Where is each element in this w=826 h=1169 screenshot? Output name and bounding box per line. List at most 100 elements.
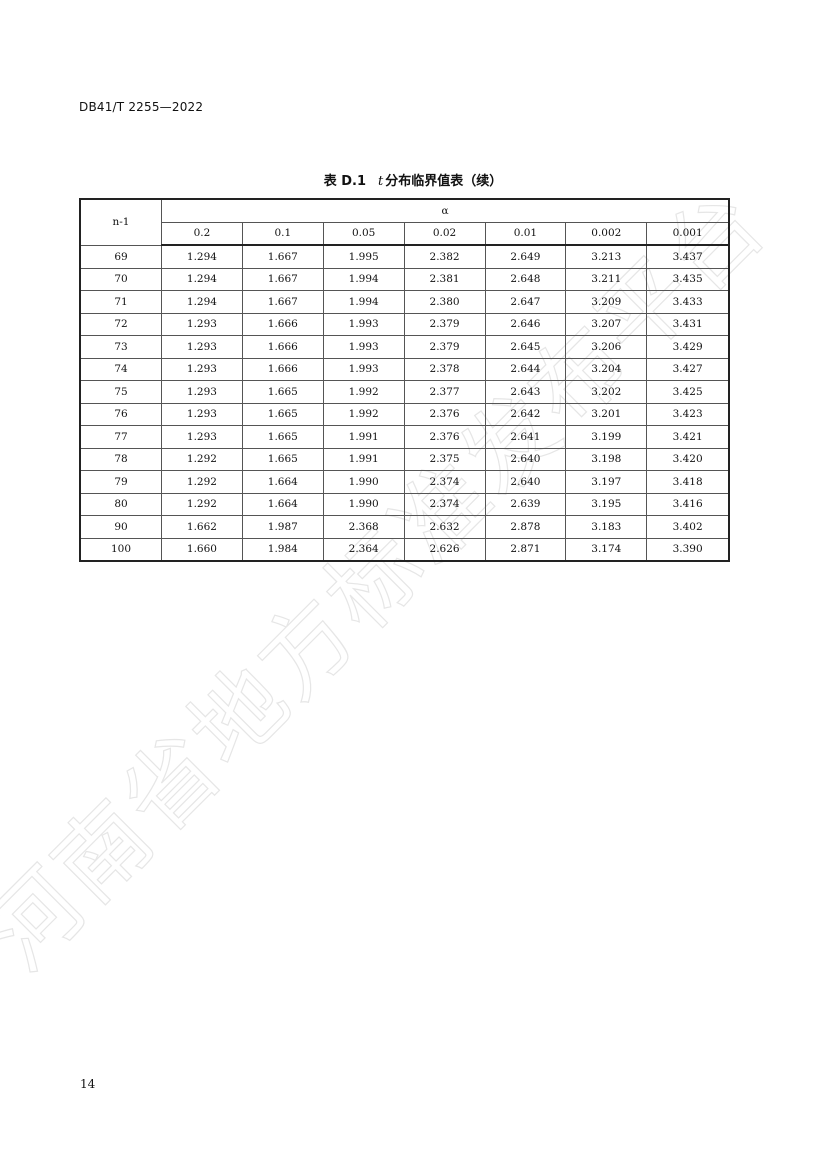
- table-cell: 1.990: [322, 470, 405, 494]
- table-row: 78 1.292 1.665 1.991 2.375 2.640 3.198 3.420: [79, 447, 730, 471]
- table-cell: 3.174: [565, 537, 648, 562]
- table-cell: 1.993: [322, 357, 405, 381]
- table-row: 76 1.293 1.665 1.992 2.376 2.642 3.201 3.423: [79, 402, 730, 426]
- row-label: 70: [79, 267, 162, 291]
- table-cell: 3.425: [646, 380, 730, 404]
- table-cell: 1.293: [161, 312, 243, 336]
- table-cell: 3.429: [646, 335, 730, 359]
- table-title: 表 D.1 t 分布临界值表（续）: [0, 170, 826, 189]
- table-row: 79 1.292 1.664 1.990 2.374 2.640 3.197 3.418: [79, 470, 730, 494]
- table-cell: 2.380: [403, 290, 486, 314]
- table-cell: 1.993: [322, 335, 405, 359]
- row-label: 78: [79, 447, 162, 471]
- column-header: 0.002: [565, 221, 648, 246]
- table-cell: 1.665: [241, 402, 324, 426]
- table-cell: 2.644: [484, 357, 567, 381]
- row-label: 100: [79, 537, 162, 562]
- table-cell: 2.374: [403, 492, 486, 516]
- table-cell: 1.666: [241, 357, 324, 381]
- table-cell: 1.662: [161, 515, 243, 539]
- table-cell: 3.213: [565, 244, 648, 269]
- table-row: 80 1.292 1.664 1.990 2.374 2.639 3.195 3.416: [79, 492, 730, 516]
- table-row: 69 1.294 1.667 1.995 2.382 2.649 3.213 3.437: [79, 244, 730, 269]
- table-cell: 2.376: [403, 425, 486, 449]
- table-cell: 2.641: [484, 425, 567, 449]
- table-cell: 3.211: [565, 267, 648, 291]
- table-cell: 2.632: [403, 515, 486, 539]
- row-label: 74: [79, 357, 162, 381]
- table-cell: 1.667: [241, 267, 324, 291]
- table-row: 74 1.293 1.666 1.993 2.378 2.644 3.204 3.427: [79, 357, 730, 381]
- table-cell: 3.418: [646, 470, 730, 494]
- row-label: 77: [79, 425, 162, 449]
- table-cell: 1.995: [322, 244, 405, 269]
- table-cell: 1.667: [241, 244, 324, 269]
- table-cell: 2.878: [484, 515, 567, 539]
- table-cell: 3.206: [565, 335, 648, 359]
- row-label: 72: [79, 312, 162, 336]
- table-cell: 2.645: [484, 335, 567, 359]
- row-label: 73: [79, 335, 162, 359]
- row-label: 76: [79, 402, 162, 426]
- t-symbol: t: [378, 174, 384, 189]
- table-cell: 2.643: [484, 380, 567, 404]
- table-cell: 2.647: [484, 290, 567, 314]
- table-cell: 3.427: [646, 357, 730, 381]
- table-cell: 1.292: [161, 447, 243, 471]
- table-row: 70 1.294 1.667 1.994 2.381 2.648 3.211 3.435: [79, 267, 730, 291]
- table-cell: 1.293: [161, 335, 243, 359]
- table-row: 77 1.293 1.665 1.991 2.376 2.641 3.199 3.421: [79, 425, 730, 449]
- table-caption: 分布临界值表（续）: [385, 174, 503, 189]
- table-cell: 1.984: [241, 537, 324, 562]
- table-cell: 1.293: [161, 402, 243, 426]
- table-cell: 1.666: [241, 312, 324, 336]
- table-cell: 1.660: [161, 537, 243, 562]
- table-cell: 3.197: [565, 470, 648, 494]
- table-cell: 2.375: [403, 447, 486, 471]
- t-distribution-table: n-1 α 0.2 0.1 0.05 0.02 0.01 0.002 0.001 69 1.2…: [79, 198, 730, 562]
- table-cell: 1.292: [161, 492, 243, 516]
- table-cell: 1.991: [322, 447, 405, 471]
- table-cell: 2.626: [403, 537, 486, 562]
- table-cell: 1.994: [322, 290, 405, 314]
- table-cell: 2.640: [484, 447, 567, 471]
- table-cell: 3.207: [565, 312, 648, 336]
- table-cell: 1.987: [241, 515, 324, 539]
- column-header: 0.05: [322, 221, 405, 246]
- table-cell: 1.994: [322, 267, 405, 291]
- table-cell: 3.437: [646, 244, 730, 269]
- column-header: 0.02: [403, 221, 486, 246]
- document-code: DB41/T 2255—2022: [79, 100, 204, 114]
- table-cell: 3.416: [646, 492, 730, 516]
- table-cell: 1.293: [161, 357, 243, 381]
- table-cell: 1.992: [322, 402, 405, 426]
- table-cell: 2.368: [322, 515, 405, 539]
- table-cell: 1.294: [161, 290, 243, 314]
- row-label: 90: [79, 515, 162, 539]
- page-number: 14: [80, 1077, 96, 1091]
- table-cell: 1.665: [241, 380, 324, 404]
- table-cell: 3.421: [646, 425, 730, 449]
- table-cell: 2.379: [403, 335, 486, 359]
- table-cell: 1.991: [322, 425, 405, 449]
- table-cell: 3.204: [565, 357, 648, 381]
- table-row: 90 1.662 1.987 2.368 2.632 2.878 3.183 3.402: [79, 515, 730, 539]
- table-cell: 3.202: [565, 380, 648, 404]
- table-cell: 2.376: [403, 402, 486, 426]
- table-cell: 1.294: [161, 267, 243, 291]
- column-header: 0.01: [484, 221, 567, 246]
- table-row: 71 1.294 1.667 1.994 2.380 2.647 3.209 3.433: [79, 290, 730, 314]
- table-cell: 3.402: [646, 515, 730, 539]
- table-row: 73 1.293 1.666 1.993 2.379 2.645 3.206 3.429: [79, 335, 730, 359]
- row-label: 69: [79, 244, 162, 269]
- table-cell: 3.423: [646, 402, 730, 426]
- table-cell: 2.648: [484, 267, 567, 291]
- table-cell: 1.293: [161, 380, 243, 404]
- table-cell: 2.871: [484, 537, 567, 562]
- table-cell: 3.209: [565, 290, 648, 314]
- table-cell: 1.664: [241, 492, 324, 516]
- table-cell: 3.198: [565, 447, 648, 471]
- table-cell: 2.646: [484, 312, 567, 336]
- row-header: n-1: [79, 198, 162, 246]
- table-cell: 2.382: [403, 244, 486, 269]
